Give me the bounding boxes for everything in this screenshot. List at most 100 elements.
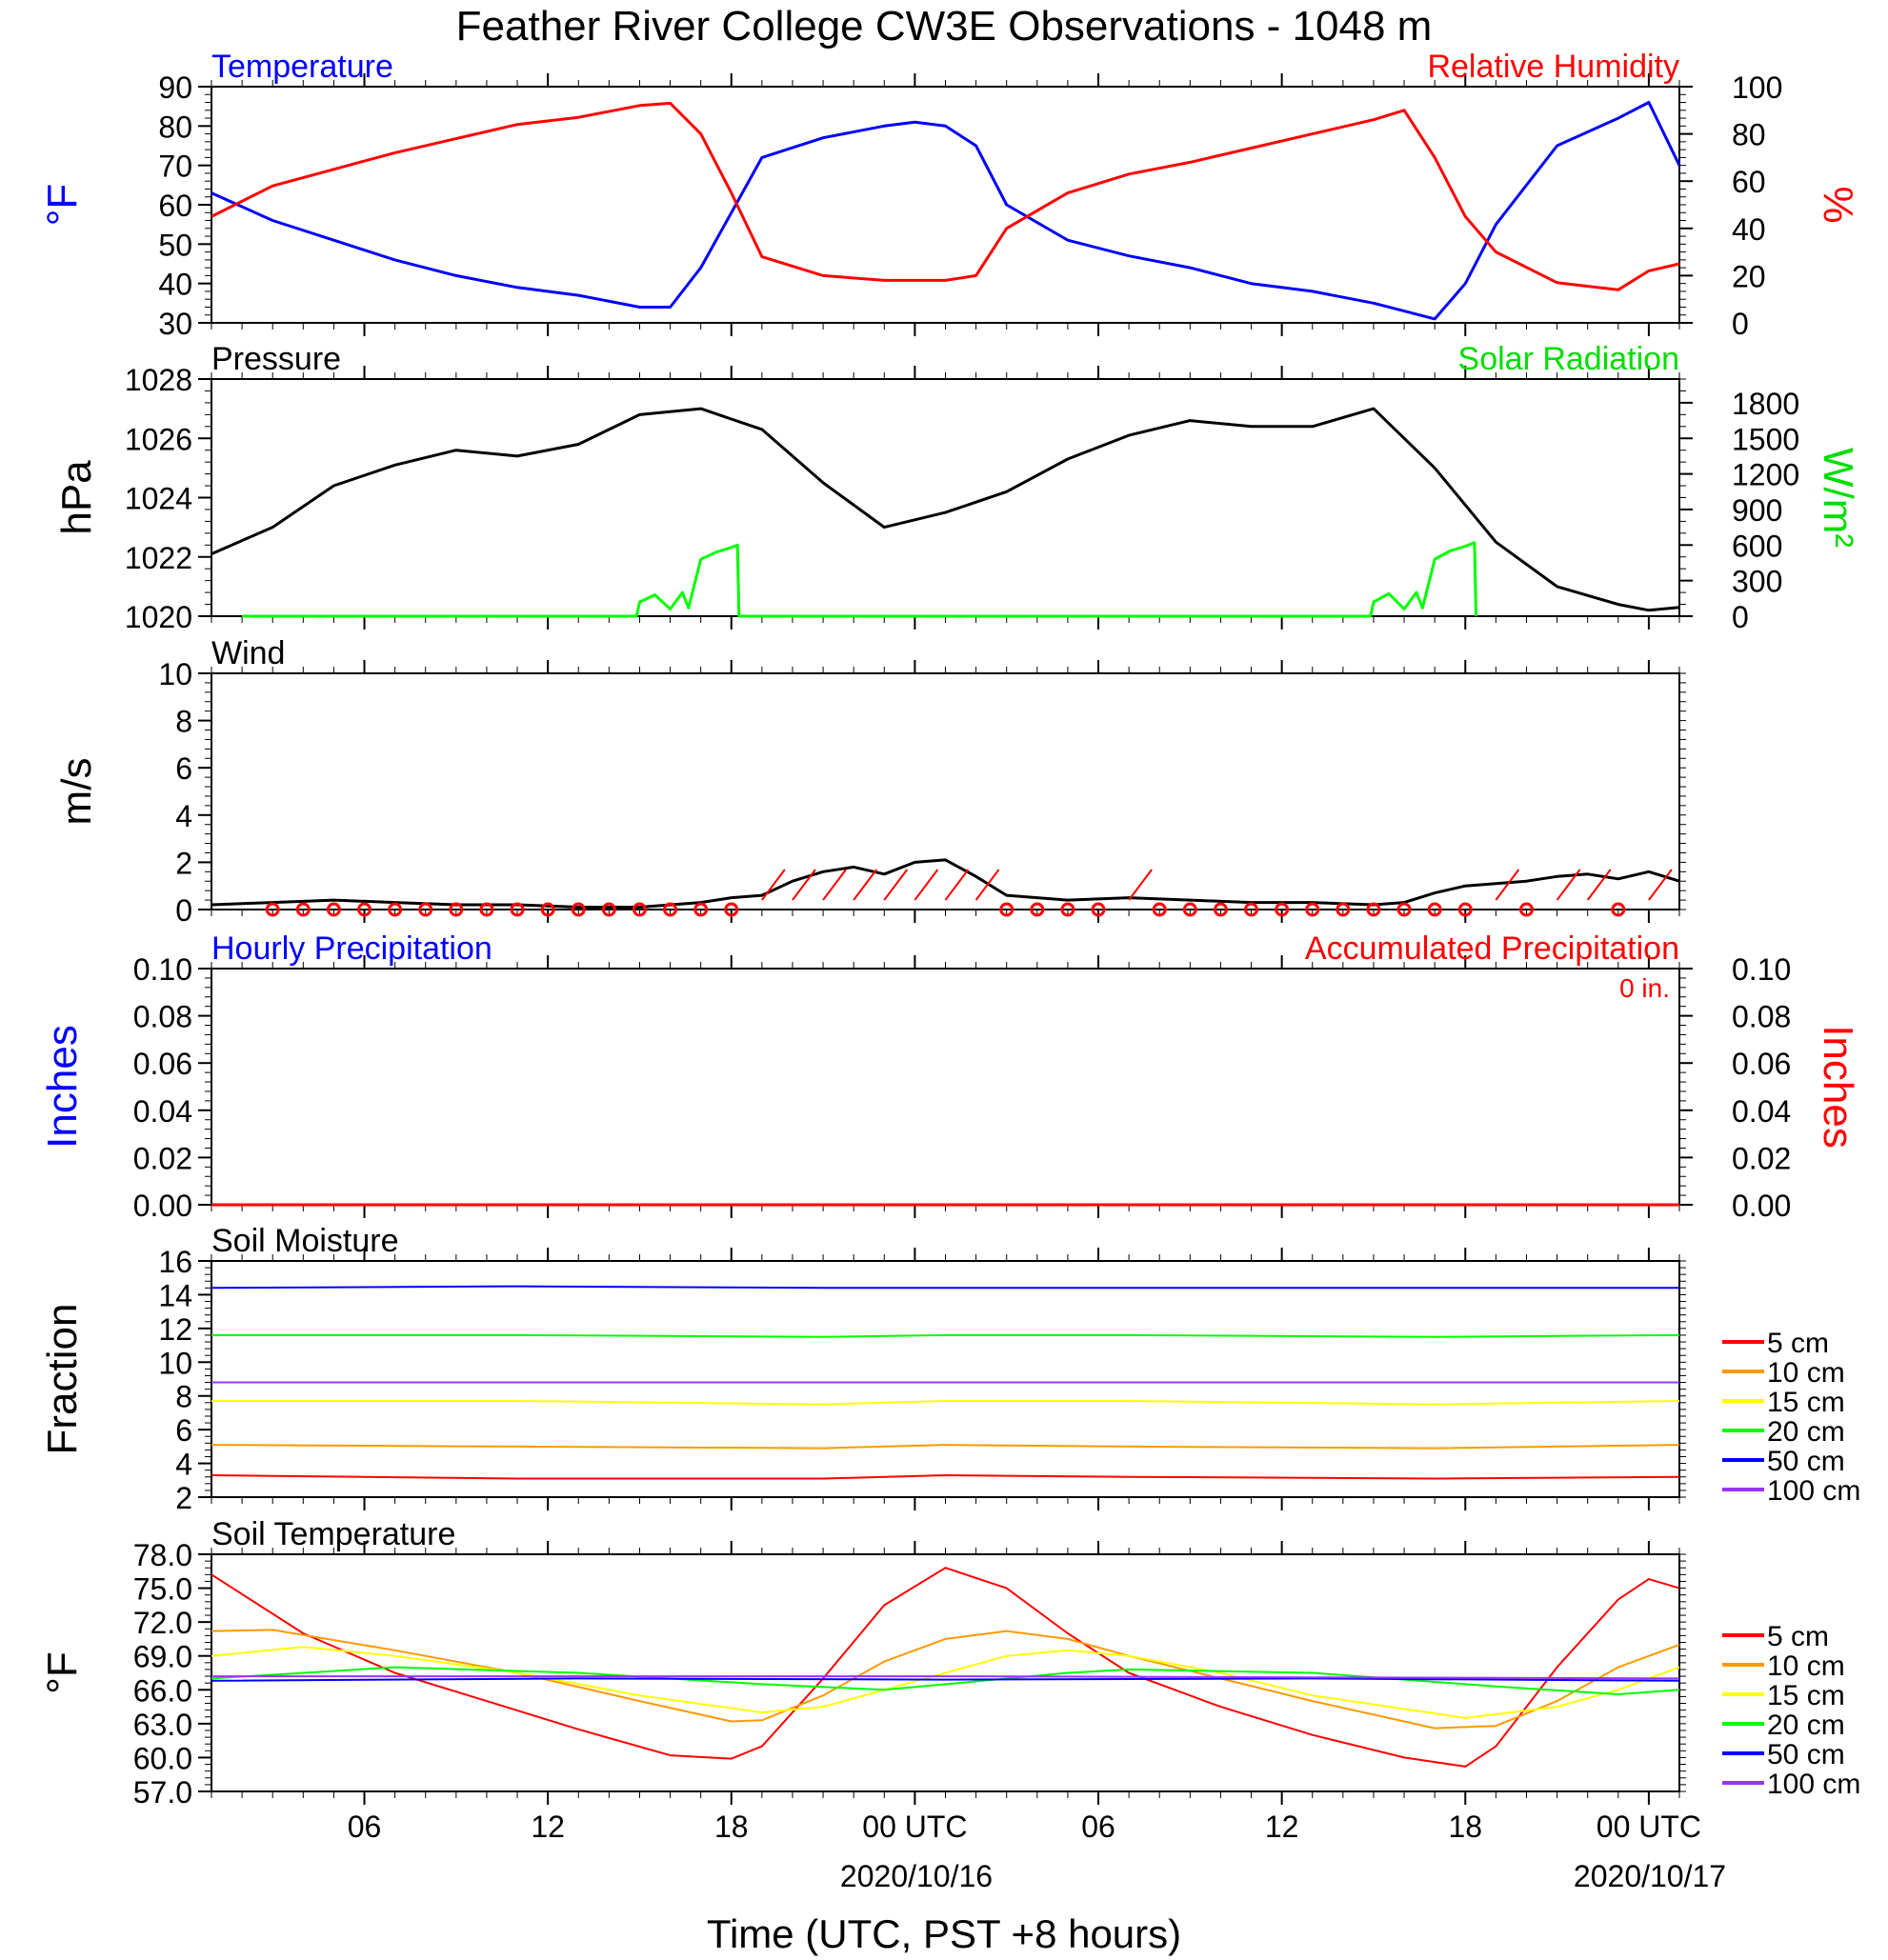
series-line-temperature bbox=[211, 101, 1681, 321]
y-axis-label-left: m/s bbox=[53, 758, 100, 826]
y-tick-label-left: 78.0 bbox=[133, 1538, 192, 1572]
legend-label: 20 cm bbox=[1767, 1416, 1845, 1448]
series-line-20-cm bbox=[211, 1666, 1680, 1695]
y-tick-label-right: 0 bbox=[1732, 600, 1749, 634]
x-tick-label: 18 bbox=[714, 1810, 749, 1844]
wind-calm-marker bbox=[510, 902, 525, 917]
y-tick-label-right: 60 bbox=[1732, 165, 1766, 199]
legend-label: 10 cm bbox=[1767, 1650, 1845, 1682]
wind-calm-marker bbox=[693, 902, 709, 917]
panel-title-left: Pressure bbox=[211, 341, 341, 377]
wind-barb bbox=[883, 869, 909, 901]
legend-label: 20 cm bbox=[1767, 1710, 1845, 1741]
y-axis-label-right: Inches bbox=[1815, 1025, 1861, 1149]
wind-calm-marker bbox=[1457, 902, 1473, 917]
wind-calm-marker bbox=[1060, 902, 1075, 917]
panel-wind: 0 2 4 6 8 10 Wind m/s bbox=[53, 635, 1686, 928]
legend-label: 15 cm bbox=[1767, 1680, 1845, 1711]
wind-calm-marker bbox=[357, 902, 372, 917]
series-line-15-cm bbox=[211, 1400, 1680, 1406]
plot-frame bbox=[211, 672, 1680, 910]
y-tick-label-left: 50 bbox=[158, 228, 192, 262]
y-tick-label-left: 0.08 bbox=[133, 1000, 192, 1034]
series-line-relative-humidity bbox=[211, 101, 1680, 291]
accumulation-annotation: 0 in. bbox=[1619, 973, 1670, 1003]
y-tick-label-right: 40 bbox=[1732, 212, 1766, 247]
y-tick-label-right: 0.06 bbox=[1732, 1047, 1791, 1081]
wind-calm-marker bbox=[1305, 902, 1320, 917]
y-tick-label-right: 0.02 bbox=[1732, 1141, 1791, 1175]
y-tick-label-left: 80 bbox=[158, 110, 192, 144]
legend-label: 15 cm bbox=[1767, 1387, 1845, 1418]
date-label-1: 2020/10/16 bbox=[840, 1859, 993, 1893]
y-tick-label-left: 1024 bbox=[125, 482, 192, 516]
panel-soil-temperature: 57.060.063.066.069.072.075.078.0 Soil Tem… bbox=[39, 1516, 1860, 1844]
y-tick-label-left: 4 bbox=[175, 1448, 192, 1482]
y-tick-label-left: 6 bbox=[175, 751, 192, 786]
y-tick-label-left: 10 bbox=[158, 1346, 192, 1380]
y-tick-label-left: 16 bbox=[158, 1245, 192, 1279]
y-axis-label-left: hPa bbox=[53, 460, 100, 535]
y-tick-label-left: 0.02 bbox=[133, 1141, 192, 1175]
wind-calm-marker bbox=[265, 902, 280, 917]
y-tick-label-left: 1020 bbox=[125, 600, 192, 634]
y-tick-label-right: 0 bbox=[1732, 307, 1749, 341]
wind-barb bbox=[1556, 869, 1581, 901]
wind-barb bbox=[822, 869, 847, 901]
y-axis-label-right: W/m² bbox=[1815, 448, 1861, 548]
wind-calm-marker bbox=[1518, 902, 1534, 917]
panel-title-right: Accumulated Precipitation bbox=[1305, 930, 1679, 967]
series-line-wind bbox=[211, 858, 1680, 909]
y-tick-label-left: 4 bbox=[175, 799, 192, 833]
y-tick-label-left: 8 bbox=[175, 705, 192, 739]
x-tick-label: 18 bbox=[1448, 1810, 1482, 1844]
y-tick-label-left: 10 bbox=[158, 657, 192, 691]
y-tick-label-left: 69.0 bbox=[133, 1640, 192, 1674]
wind-barb bbox=[914, 869, 939, 901]
legend-label: 5 cm bbox=[1767, 1328, 1829, 1359]
panel-title-right: Relative Humidity bbox=[1427, 49, 1679, 85]
y-tick-label-left: 90 bbox=[158, 70, 192, 105]
y-tick-label-right: 20 bbox=[1732, 259, 1766, 293]
y-tick-label-right: 300 bbox=[1732, 565, 1782, 599]
y-axis-label-right: % bbox=[1815, 186, 1861, 223]
y-tick-label-right: 0.00 bbox=[1732, 1189, 1791, 1223]
y-axis-label-left: Inches bbox=[39, 1025, 86, 1149]
series-line-10-cm bbox=[211, 1444, 1680, 1450]
y-tick-label-right: 900 bbox=[1732, 493, 1782, 528]
y-tick-label-right: 0.04 bbox=[1732, 1094, 1791, 1129]
wind-calm-marker bbox=[1396, 902, 1412, 917]
panel-temperature-humidity: 30 40 50 60 70 80 90 0 20 40 60 80 100 Temperature Rel… bbox=[39, 49, 1861, 341]
x-tick-label: 00 UTC bbox=[862, 1810, 967, 1844]
wind-calm-marker bbox=[999, 902, 1014, 917]
legend-label: 10 cm bbox=[1767, 1357, 1845, 1389]
y-tick-label-left: 66.0 bbox=[133, 1673, 192, 1708]
y-tick-label-left: 8 bbox=[175, 1380, 192, 1414]
x-tick-label: 12 bbox=[531, 1810, 565, 1844]
legend-label: 50 cm bbox=[1767, 1446, 1845, 1477]
panel-title-left: Hourly Precipitation bbox=[211, 930, 492, 967]
x-tick-label: 12 bbox=[1265, 1810, 1299, 1844]
y-tick-label-left: 30 bbox=[158, 307, 192, 341]
wind-barb bbox=[853, 869, 877, 901]
wind-calm-marker bbox=[1427, 902, 1442, 917]
y-tick-label-left: 75.0 bbox=[133, 1572, 192, 1607]
series-line-solar-radiation bbox=[242, 541, 1477, 618]
y-tick-label-left: 2 bbox=[175, 1481, 192, 1515]
wind-calm-marker bbox=[388, 902, 403, 917]
legend-label: 100 cm bbox=[1767, 1475, 1860, 1507]
wind-calm-marker bbox=[571, 902, 586, 917]
y-tick-label-left: 1028 bbox=[125, 363, 192, 397]
panel-title-right: Solar Radiation bbox=[1458, 341, 1679, 377]
x-axis-label: Time (UTC, PST +8 hours) bbox=[707, 1911, 1181, 1956]
legend-label: 5 cm bbox=[1767, 1621, 1829, 1652]
wind-calm-marker bbox=[1030, 902, 1045, 917]
series-line-100-cm bbox=[211, 1675, 1680, 1680]
wind-barb bbox=[792, 869, 816, 901]
y-tick-label-left: 0.00 bbox=[133, 1189, 192, 1223]
y-tick-label-left: 12 bbox=[158, 1312, 192, 1347]
x-tick-label: 06 bbox=[1081, 1810, 1115, 1844]
wind-calm-marker bbox=[1611, 902, 1626, 917]
y-tick-label-left: 1022 bbox=[125, 541, 192, 575]
